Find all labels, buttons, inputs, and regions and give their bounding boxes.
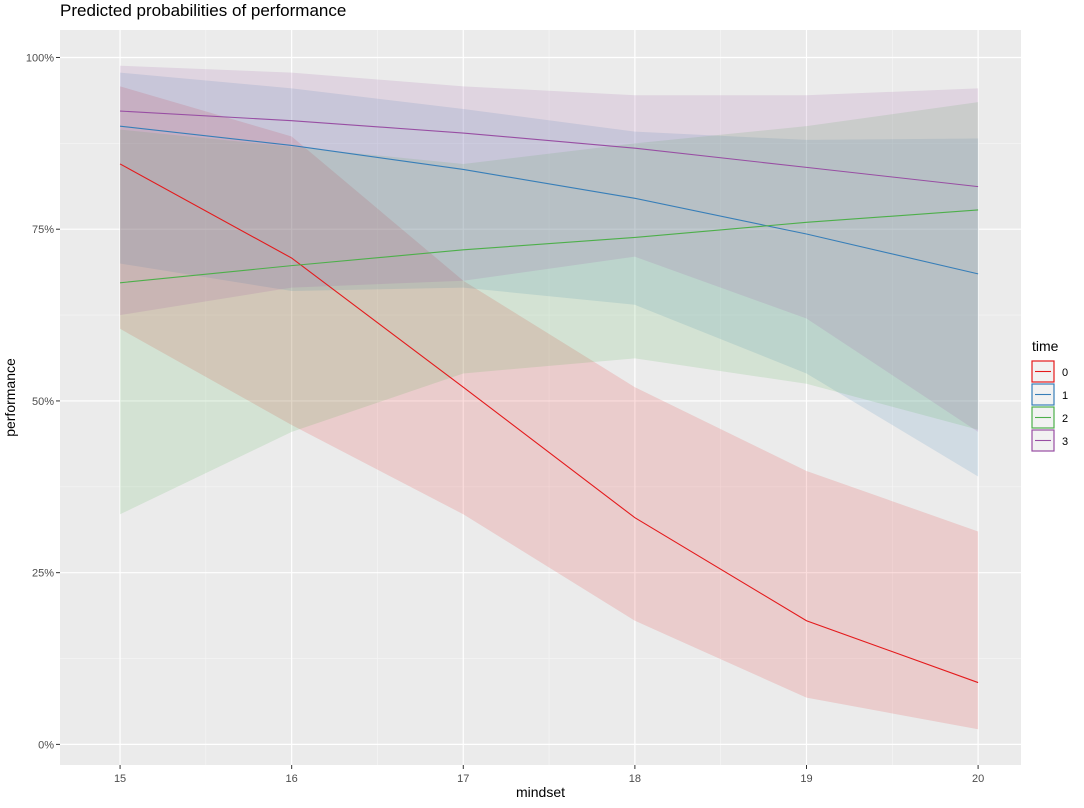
grid-minor <box>60 30 1021 765</box>
legend-label-3: 3 <box>1062 436 1068 448</box>
y-tick-label: 25% <box>32 568 54 580</box>
grid-major <box>60 30 1021 765</box>
x-axis-label: mindset <box>516 784 565 800</box>
line-series-1 <box>120 125 979 275</box>
ribbon-series-1 <box>120 72 979 477</box>
legend-label-1: 1 <box>1062 390 1068 402</box>
x-tick-label: 17 <box>457 773 469 785</box>
legend-label-2: 2 <box>1062 413 1068 425</box>
line-series-3 <box>120 110 979 188</box>
confidence-ribbons <box>120 65 979 730</box>
legend-title: time <box>1032 338 1059 354</box>
ribbon-series-0 <box>120 86 979 730</box>
x-axis: 15 16 17 18 19 20 <box>114 765 984 785</box>
x-tick-label: 19 <box>800 773 812 785</box>
y-tick-label: 0% <box>38 739 54 751</box>
y-tick-label: 50% <box>32 396 54 408</box>
ribbon-series-2 <box>120 102 979 515</box>
y-axis: 0% 25% 50% 75% 100% <box>26 52 60 751</box>
series-lines <box>119 110 979 684</box>
x-tick-label: 15 <box>114 773 126 785</box>
legend-label-0: 0 <box>1062 367 1068 379</box>
legend: time 0 1 2 3 <box>1031 338 1068 452</box>
x-tick-label: 20 <box>972 773 984 785</box>
line-series-2 <box>120 209 979 284</box>
y-tick-label: 75% <box>32 224 54 236</box>
chart-title: Predicted probabilities of performance <box>60 1 346 20</box>
y-tick-label: 100% <box>26 52 54 64</box>
y-axis-label: performance <box>2 358 18 437</box>
line-series-0 <box>119 163 979 684</box>
ribbon-series-3 <box>120 65 979 432</box>
x-tick-label: 18 <box>629 773 641 785</box>
plot-panel <box>60 30 1021 765</box>
x-tick-label: 16 <box>286 773 298 785</box>
